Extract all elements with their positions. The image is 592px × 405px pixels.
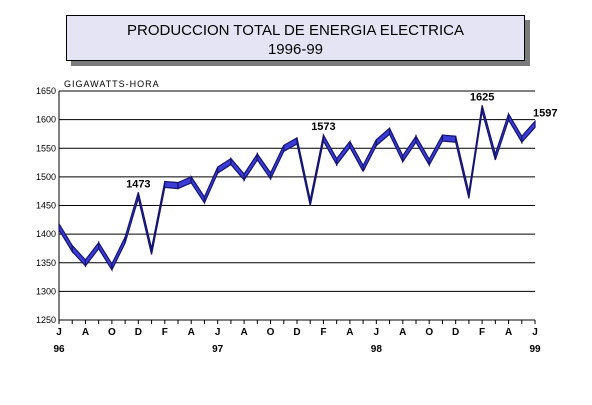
data-label: 1573 (311, 121, 335, 133)
series-segment (98, 240, 113, 272)
x-tick-label: F (162, 327, 168, 338)
series-segment (137, 192, 153, 255)
x-tick-label: A (399, 327, 406, 338)
x-tick-label: A (505, 327, 512, 338)
series-segment (177, 175, 192, 190)
x-tick-label: J (374, 327, 380, 338)
series-segment (362, 139, 377, 172)
series-segment (388, 127, 404, 162)
series-segment (269, 145, 285, 180)
chart-title: PRODUCCION TOTAL DE ENERGIA ELECTRICA (126, 22, 464, 39)
series-segment (441, 134, 457, 143)
series-segment (455, 136, 470, 199)
series-segment (150, 181, 166, 255)
series-segment (124, 192, 139, 244)
x-tick-label: J (56, 327, 62, 338)
x-tick-label: D (452, 327, 459, 338)
y-tick-label: 1550 (36, 143, 56, 153)
chart-subtitle: 1996-99 (267, 41, 324, 58)
series-line-layer (58, 105, 536, 272)
series-segment (521, 119, 536, 144)
x-tick-label: J (532, 327, 538, 338)
series-segment (256, 152, 272, 181)
y-tick-label: 1500 (36, 172, 56, 182)
series-segment (507, 111, 523, 145)
y-tick-label: 1350 (36, 258, 56, 268)
grid-layer (58, 90, 536, 324)
y-tick-label: 1650 (36, 86, 56, 96)
x-year-label: 99 (529, 344, 541, 355)
x-tick-label: O (267, 327, 275, 338)
y-axis-unit-label: GIGAWATTS-HORA (64, 79, 160, 89)
y-tick-label: 1400 (36, 229, 56, 239)
x-tick-label: A (82, 327, 89, 338)
series-segment (428, 134, 444, 166)
x-tick-label: D (135, 327, 142, 338)
x-tick-label: F (320, 327, 326, 338)
series-segment (375, 126, 391, 147)
x-year-label: 96 (53, 344, 65, 355)
series-segment (111, 236, 126, 271)
series-segment (309, 134, 325, 206)
x-year-label: 98 (371, 344, 383, 355)
x-tick-label: D (293, 327, 300, 338)
data-label: 1597 (533, 107, 557, 119)
series-segment (58, 221, 73, 254)
series-segment (190, 174, 206, 205)
series-segment (283, 136, 298, 153)
x-tick-label: A (188, 327, 195, 338)
y-tick-label: 1600 (36, 115, 56, 125)
series-segment (322, 132, 338, 167)
x-tick-label: O (108, 327, 116, 338)
series-segment (349, 141, 364, 172)
series-segment (415, 133, 430, 168)
x-tick-label: A (240, 327, 247, 338)
series-segment (402, 134, 417, 164)
series-segment (481, 105, 496, 161)
x-tick-label: J (215, 327, 221, 338)
series-segment (164, 180, 179, 190)
y-tick-label: 1450 (36, 201, 56, 211)
data-label: 1625 (470, 91, 494, 103)
label-layer: 1250 1300 1350 1400 1450 1500 1550 1600 1650 J A O D… (36, 86, 558, 355)
x-tick-label: F (479, 327, 485, 338)
series-segment (217, 157, 232, 175)
y-tick-label: 1250 (36, 315, 56, 325)
y-tick-label: 1300 (36, 286, 56, 296)
data-label: 1473 (126, 178, 150, 190)
series-segment (336, 139, 351, 167)
chart-title-box: PRODUCCION TOTAL DE ENERGIA ELECTRICA 19… (66, 15, 525, 61)
x-tick-label: O (425, 327, 433, 338)
x-tick-label: A (346, 327, 353, 338)
series-segment (494, 113, 510, 161)
series-segment (243, 151, 258, 183)
series-segment (203, 166, 219, 204)
x-year-label: 97 (212, 344, 224, 355)
